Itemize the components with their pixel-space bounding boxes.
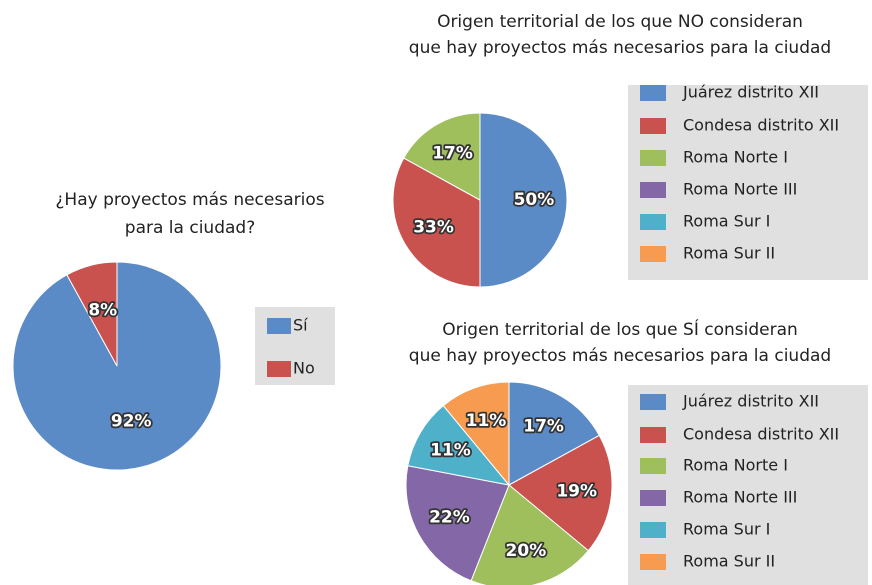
data-label: 50%	[514, 190, 555, 210]
legend-swatch	[640, 150, 666, 166]
legend-swatch	[640, 246, 666, 262]
data-label: 17%	[523, 416, 564, 436]
pie-slice	[407, 404, 511, 486]
legend-label: Condesa distrito XII	[683, 425, 839, 444]
legend-label: Sí	[293, 316, 308, 335]
legend-swatch	[267, 318, 291, 334]
data-label: 22%	[429, 508, 470, 528]
pie-slice	[405, 465, 510, 582]
pie-slice	[392, 157, 481, 288]
legend-label: Roma Sur II	[683, 244, 775, 263]
legend-label: Juárez distrito XII	[682, 392, 819, 411]
legend-swatch	[640, 85, 666, 101]
legend-label: Roma Norte III	[683, 180, 797, 199]
data-label: 20%	[506, 541, 547, 561]
legend-swatch	[640, 182, 666, 198]
data-label: 17%	[432, 144, 473, 164]
data-label: 33%	[413, 217, 454, 237]
pie-slice	[508, 381, 600, 486]
legend-swatch	[640, 554, 666, 570]
legend-swatch	[640, 458, 666, 474]
data-label: 11%	[430, 440, 471, 460]
pie-slice	[12, 261, 222, 471]
legend-swatch	[640, 214, 666, 230]
legend-swatch	[640, 118, 666, 134]
legend-label: Condesa distrito XII	[683, 116, 839, 135]
legend-swatch	[640, 394, 666, 410]
legend-label: Roma Norte III	[683, 488, 797, 507]
pie-slice	[479, 112, 568, 288]
legend-box	[628, 85, 868, 280]
chart-title: Origen territorial de los que SÍ conside…	[409, 318, 831, 366]
legend-label: Roma Sur I	[683, 212, 770, 231]
legend-swatch	[640, 522, 666, 538]
chart-title: Origen territorial de los que NO conside…	[409, 12, 831, 58]
legend-label: No	[293, 359, 315, 378]
legend-label: Juárez distrito XII	[682, 83, 819, 102]
legend-label: Roma Norte I	[683, 148, 788, 167]
legend-label: Roma Sur I	[683, 520, 770, 539]
data-label: 8%	[88, 301, 117, 321]
legend-label: Roma Norte I	[683, 456, 788, 475]
legend-swatch	[640, 427, 666, 443]
data-label: 11%	[466, 411, 507, 431]
legend-swatch	[267, 361, 291, 377]
pie-slice	[403, 112, 481, 201]
data-label: 92%	[111, 411, 152, 431]
legend-label: Roma Sur II	[683, 552, 775, 571]
pie-slice	[508, 434, 613, 552]
legend-swatch	[640, 490, 666, 506]
data-label: 19%	[556, 481, 597, 501]
legend-box	[628, 385, 868, 585]
chart-title: ¿Hay proyectos más necesarios para la ciu…	[55, 190, 324, 238]
pie-slice	[442, 381, 510, 487]
pie-slice	[66, 261, 118, 367]
